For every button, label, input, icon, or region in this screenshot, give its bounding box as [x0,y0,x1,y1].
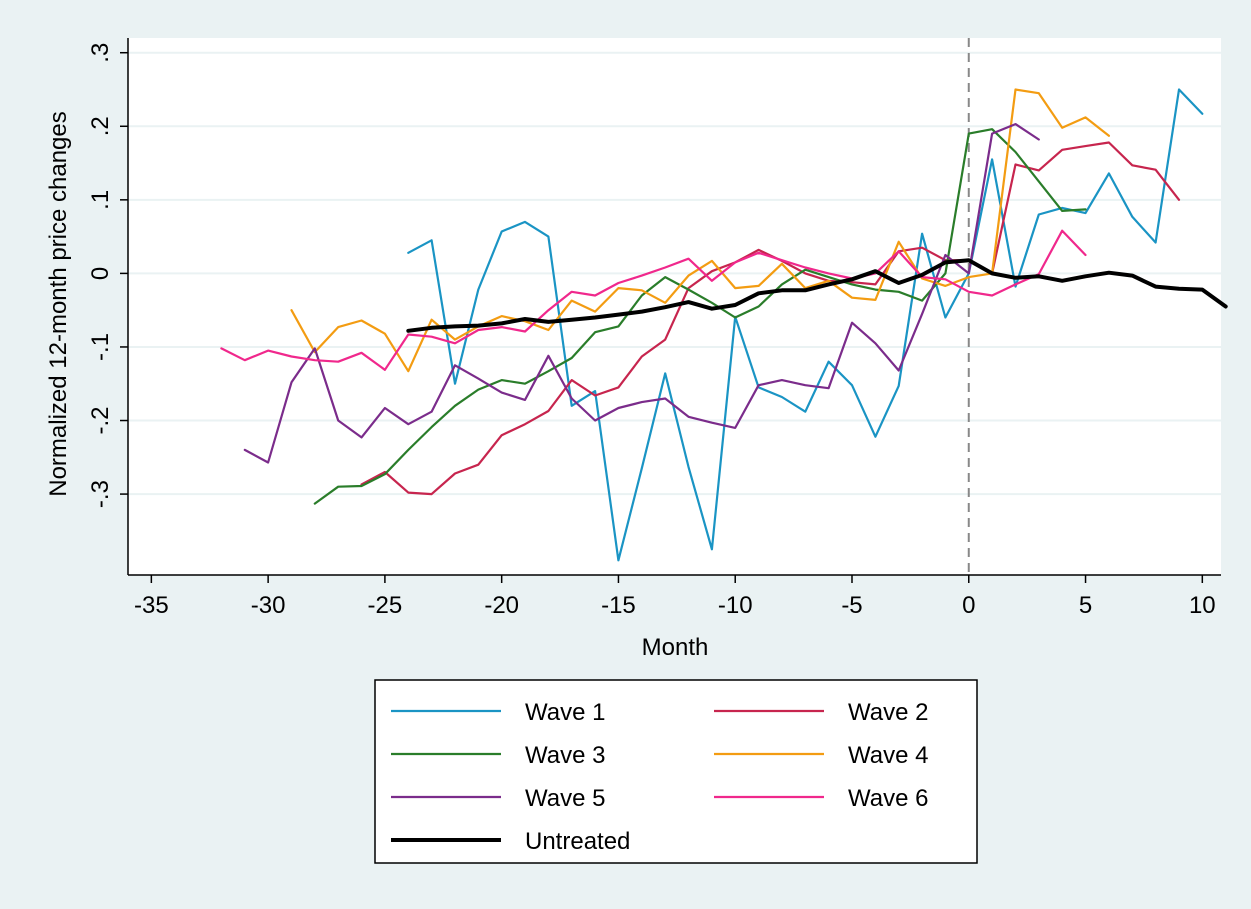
axes: .3 .2 .1 0 -.1 -.2 -.3 -35 -30 -25 -20 -15 -10 -5 0 5 10 [87,38,1221,619]
x-axis-title: Month [642,634,709,661]
x-tick-label: -15 [601,592,636,619]
series-line-untreated [406,258,1228,333]
y-tick-label: 0 [87,267,114,280]
series-line-wave-6 [220,229,1087,371]
legend-label-wave-1: Wave 1 [525,699,605,726]
legend-label-wave-4: Wave 4 [848,742,928,769]
legend-label-untreated: Untreated [525,828,630,855]
x-tick-label: -5 [841,592,862,619]
y-tick-label: -.3 [87,480,114,508]
y-tick-label: .3 [87,43,114,63]
y-tick-label: .2 [87,116,114,136]
y-tick-label: .1 [87,190,114,210]
x-tick-label: -10 [718,592,753,619]
y-axis-title: Normalized 12-month price changes [45,111,72,497]
legend: Wave 1 Wave 2 Wave 3 Wave 4 Wave 5 Wave 6 Untr… [374,679,978,864]
x-tick-label: -20 [484,592,519,619]
x-tick-label: 0 [962,592,975,619]
y-tick-label: -.1 [87,333,114,361]
x-tick-label: 5 [1079,592,1092,619]
y-tick-label: -.2 [87,407,114,435]
x-tick-label: -30 [251,592,286,619]
legend-label-wave-6: Wave 6 [848,785,928,812]
series-line-wave-5 [243,122,1040,464]
x-tick-label: 10 [1189,592,1216,619]
legend-label-wave-5: Wave 5 [525,785,605,812]
legend-label-wave-3: Wave 3 [525,742,605,769]
series-lines [220,88,1228,562]
x-tick-label: -25 [368,592,403,619]
series-line-wave-3 [313,128,1087,505]
x-tick-label: -35 [134,592,169,619]
legend-label-wave-2: Wave 2 [848,699,928,726]
